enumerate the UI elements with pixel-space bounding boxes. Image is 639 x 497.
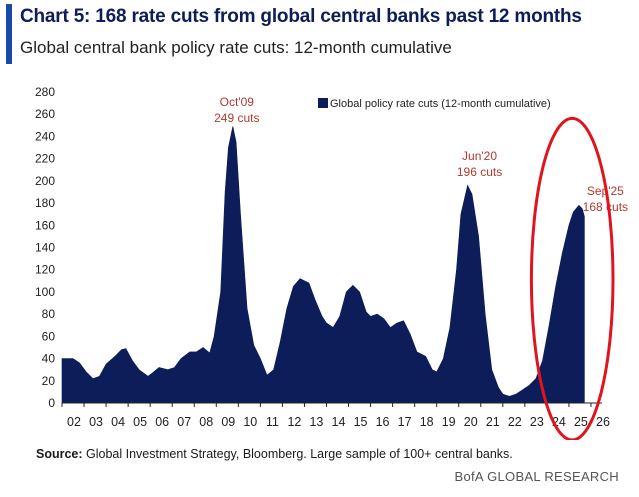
y-tick-label: 200 — [35, 174, 55, 188]
x-tick-label: 03 — [89, 415, 103, 429]
y-tick-label: 160 — [35, 218, 55, 232]
x-tick-label: 25 — [574, 415, 588, 429]
x-tick-label: 11 — [266, 415, 279, 429]
chart-subtitle: Global central bank policy rate cuts: 12… — [20, 38, 452, 57]
y-tick-label: 0 — [48, 396, 55, 410]
y-tick-label: 260 — [35, 107, 55, 121]
x-tick-label: 02 — [67, 415, 81, 429]
annotation-date: Oct'09 — [220, 95, 255, 109]
x-tick-label: 20 — [464, 415, 478, 429]
x-tick-label: 26 — [596, 415, 610, 429]
x-tick-label: 12 — [287, 415, 301, 429]
annotation-date: Jun'20 — [462, 149, 497, 163]
x-tick-label: 06 — [155, 415, 169, 429]
y-tick-label: 40 — [42, 352, 56, 366]
legend-label: Global policy rate cuts (12-month cumula… — [330, 98, 551, 110]
source-label: Source: — [36, 447, 83, 461]
y-tick-label: 20 — [42, 374, 56, 388]
highlight-ellipse — [529, 116, 615, 440]
x-tick-label: 23 — [530, 415, 544, 429]
x-tick-label: 10 — [243, 415, 257, 429]
y-tick-label: 180 — [35, 196, 55, 210]
title-accent-bar — [6, 4, 12, 64]
x-tick-label: 04 — [111, 415, 125, 429]
x-tick-label: 09 — [221, 415, 235, 429]
y-tick-label: 280 — [35, 85, 55, 99]
brand-label: BofA GLOBAL RESEARCH — [454, 469, 619, 484]
x-tick-label: 05 — [133, 415, 147, 429]
x-tick-label: 07 — [177, 415, 191, 429]
source-text: Global Investment Strategy, Bloomberg. L… — [86, 447, 513, 461]
chart-area: 0204060801001201401601802002202402602800… — [35, 85, 628, 440]
x-tick-label: 21 — [486, 415, 500, 429]
x-tick-label: 17 — [398, 415, 412, 429]
y-tick-label: 240 — [35, 129, 55, 143]
y-tick-label: 220 — [35, 152, 55, 166]
y-tick-label: 60 — [42, 329, 56, 343]
chart-title: Chart 5: 168 rate cuts from global centr… — [20, 6, 582, 27]
source-note: Source: Global Investment Strategy, Bloo… — [36, 447, 513, 461]
annotation-value: 249 cuts — [214, 111, 259, 125]
y-tick-label: 120 — [35, 263, 55, 277]
y-tick-label: 100 — [35, 285, 55, 299]
x-tick-label: 15 — [354, 415, 368, 429]
y-tick-label: 140 — [35, 241, 55, 255]
x-tick-label: 18 — [420, 415, 434, 429]
legend-swatch — [318, 98, 328, 108]
x-tick-label: 13 — [309, 415, 323, 429]
x-tick-label: 14 — [332, 415, 346, 429]
x-tick-label: 19 — [442, 415, 456, 429]
series-area — [61, 126, 585, 404]
annotation-value: 196 cuts — [457, 165, 502, 179]
x-tick-label: 08 — [199, 415, 213, 429]
annotation-value: 168 cuts — [583, 200, 628, 214]
y-tick-label: 80 — [42, 307, 56, 321]
x-tick-label: 16 — [376, 415, 390, 429]
x-tick-label: 22 — [508, 415, 522, 429]
